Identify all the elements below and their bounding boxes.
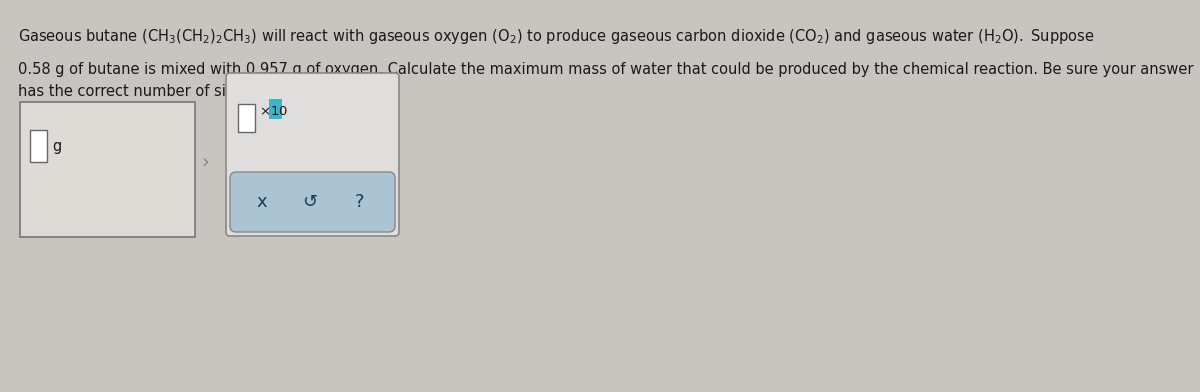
Text: x: x — [257, 193, 268, 211]
Text: Gaseous butane $\mathregular{(CH_3(CH_2)_2CH_3)}$ will react with gaseous oxygen: Gaseous butane $\mathregular{(CH_3(CH_2)… — [18, 27, 1094, 46]
Text: has the correct number of significant digits.: has the correct number of significant di… — [18, 84, 340, 99]
FancyBboxPatch shape — [230, 172, 395, 232]
Text: ?: ? — [355, 193, 365, 211]
Text: g: g — [52, 138, 61, 154]
Bar — [20, 102, 194, 237]
FancyBboxPatch shape — [226, 73, 398, 236]
Text: $\times$10: $\times$10 — [259, 105, 288, 118]
Text: ↺: ↺ — [302, 193, 318, 211]
Text: 0.58 g of butane is mixed with 0.957 g of oxygen. Calculate the maximum mass of : 0.58 g of butane is mixed with 0.957 g o… — [18, 62, 1194, 77]
Bar — [238, 104, 256, 132]
Text: ›: › — [202, 152, 209, 172]
Bar — [30, 130, 47, 162]
Bar — [269, 99, 282, 119]
